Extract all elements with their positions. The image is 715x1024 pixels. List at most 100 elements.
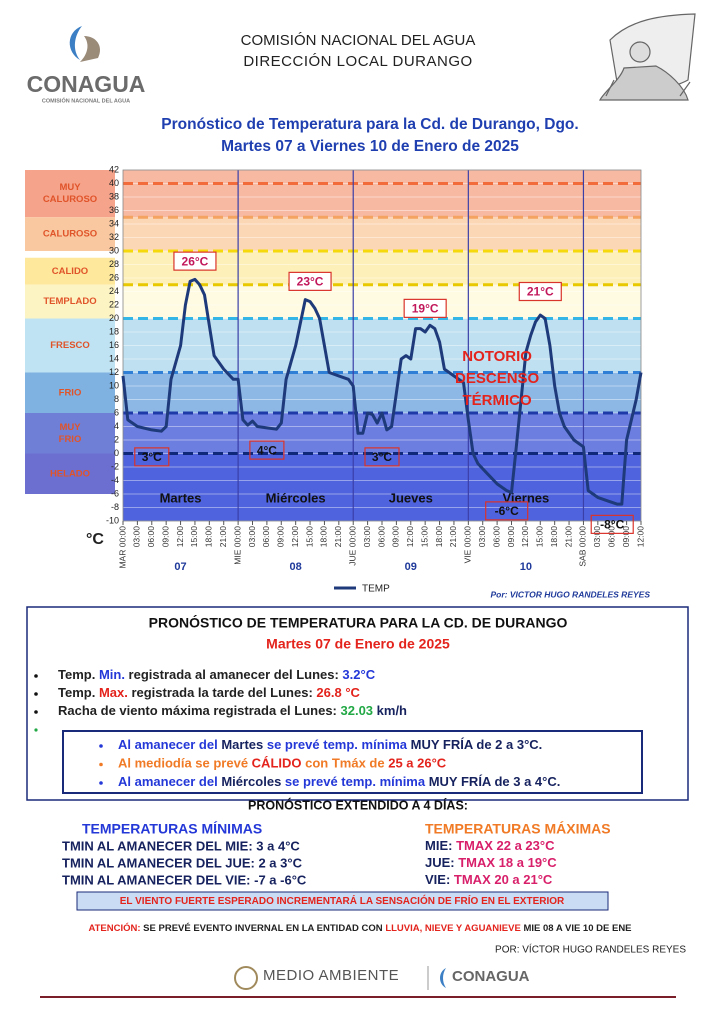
annotation-box xyxy=(518,281,562,302)
legend-label: TEMP xyxy=(362,584,390,595)
x-tick-label: 09:00 xyxy=(506,526,516,548)
day-number: 10 xyxy=(520,561,532,573)
text-segment: Miércoles xyxy=(221,774,281,789)
x-tick-label: 06:00 xyxy=(376,526,386,548)
logo-text: CONAGUA xyxy=(27,71,146,97)
minimum-row: TMIN AL AMANECER DEL VIE: -7 a -6°C xyxy=(62,872,307,887)
y-tick-label: 10 xyxy=(109,380,119,390)
text-segment: Temp. xyxy=(58,667,99,682)
x-tick-label: 09:00 xyxy=(621,526,631,548)
emblem xyxy=(234,966,258,990)
x-tick-label: 15:00 xyxy=(535,526,545,548)
y-tick-label: 28 xyxy=(109,259,119,269)
zone-label: CALUROSO xyxy=(43,229,97,240)
report-title: PRONÓSTICO DE TEMPERATURA PARA LA CD. DE… xyxy=(149,614,568,631)
y-tick-label: -2 xyxy=(111,461,119,471)
text-segment: MUY FRÍA xyxy=(429,774,492,789)
text-segment: Martes xyxy=(221,737,263,752)
text-line: Al amanecer del Miércoles se prevé temp.… xyxy=(118,774,560,789)
y-tick-label: 8 xyxy=(114,394,119,404)
zone-box xyxy=(25,217,115,251)
x-tick-label: 09:00 xyxy=(391,526,401,548)
y-tick-label: 36 xyxy=(109,205,119,215)
text-segment: Racha de viento máxima registrada el Lun… xyxy=(58,703,341,718)
annotation-box xyxy=(403,298,447,318)
x-tick-label: 03:00 xyxy=(477,526,487,548)
day-name: Jueves xyxy=(389,490,433,505)
text-segment: SE PREVÉ EVENTO INVERNAL EN LA ENTIDAD C… xyxy=(141,923,386,934)
annotation-box xyxy=(485,501,529,521)
x-tick-label: 06:00 xyxy=(491,526,501,548)
footer-right: CONAGUA xyxy=(452,968,530,985)
office-name: DIRECCIÓN LOCAL DURANGO xyxy=(243,53,472,70)
x-tick-label: 15:00 xyxy=(419,526,429,548)
y-tick-label: 32 xyxy=(109,232,119,242)
day-number: 08 xyxy=(290,561,302,573)
report-date: Martes 07 de Enero de 2025 xyxy=(266,636,450,652)
text-segment: TMAX 18 a 19°C xyxy=(458,855,557,870)
zone-box xyxy=(25,453,115,494)
x-tick-label: 18:00 xyxy=(549,526,559,548)
zone-label: CALUROSO xyxy=(43,194,97,205)
y-tick-label: 4 xyxy=(114,421,119,431)
y-tick-label: 12 xyxy=(109,367,119,377)
y-tick-label: 34 xyxy=(109,218,119,228)
x-tick-label: 12:00 xyxy=(635,526,645,548)
text-segment: 32.03 xyxy=(341,703,374,718)
zone-label: CALIDO xyxy=(52,266,88,277)
text-segment: km/h xyxy=(373,703,407,718)
zone-box xyxy=(25,284,115,319)
text-segment: VIE: xyxy=(425,872,454,887)
text-line: Al mediodía se prevé CÁLIDO con Tmáx de … xyxy=(118,756,447,771)
text-segment: MUY FRÍA xyxy=(411,737,474,752)
text-segment: LLUVIA, NIEVE Y AGUANIEVE xyxy=(385,923,521,934)
zone-box xyxy=(25,372,115,413)
text-segment: Al amanecer del xyxy=(118,737,221,752)
zone-box xyxy=(25,170,115,218)
text-segment: Max. xyxy=(99,685,128,700)
text-line: Temp. Max. registrada la tarde del Lunes… xyxy=(58,685,361,700)
bullet xyxy=(99,781,103,785)
text-line: Temp. Min. registrada al amanecer del Lu… xyxy=(58,667,376,682)
x-tick-label: 03:00 xyxy=(132,526,142,548)
x-tick-label: 06:00 xyxy=(261,526,271,548)
patria-illustration xyxy=(599,13,696,101)
maximums-title: TEMPERATURAS MÁXIMAS xyxy=(425,821,611,837)
zone-label: MUY xyxy=(59,422,81,433)
text-segment: con Tmáx de xyxy=(302,756,389,771)
x-tick-label: 21:00 xyxy=(563,526,573,548)
x-tick-label: 09:00 xyxy=(160,526,170,548)
y-tick-label: 30 xyxy=(109,245,119,255)
zone-label: MUY xyxy=(59,182,81,193)
x-tick-label: 21:00 xyxy=(448,526,458,548)
bullet xyxy=(99,744,103,748)
y-tick-label: 0 xyxy=(114,448,119,458)
x-tick-label: 15:00 xyxy=(189,526,199,548)
x-tick-label: 18:00 xyxy=(204,526,214,548)
y-tick-label: -4 xyxy=(111,475,119,485)
note-label: DESCENSO xyxy=(455,370,540,387)
text-segment: se prevé temp. mínima xyxy=(281,774,428,789)
y-tick-label: 24 xyxy=(109,286,119,296)
bullet xyxy=(99,762,103,767)
text-segment: ATENCIÓN: xyxy=(88,922,140,934)
text-segment: TMAX 20 a 21°C xyxy=(454,872,553,887)
text-line: MIE: TMAX 22 a 23°C xyxy=(425,838,555,853)
footer-left: MEDIO AMBIENTE xyxy=(263,967,399,984)
x-tick-label: 15:00 xyxy=(304,526,314,548)
text-segment: MIE: xyxy=(425,838,456,853)
annotation-label: 3°C xyxy=(372,450,392,464)
text-segment: MIE 08 A VIE 10 DE ENE xyxy=(521,923,632,934)
text-segment: Al mediodía se prevé xyxy=(118,756,252,771)
text-segment: registrada al amanecer del Lunes: xyxy=(125,667,342,682)
x-tick-label: MIE 00:00 xyxy=(232,526,242,565)
x-tick-label: MAR 00:00 xyxy=(117,526,127,569)
annotation-label: 21°C xyxy=(527,285,554,299)
x-tick-label: 12:00 xyxy=(405,526,415,548)
note-label: TÉRMICO xyxy=(463,392,532,409)
annotation-label: 26°C xyxy=(182,254,209,268)
temperature-band xyxy=(123,217,641,251)
text-line: ATENCIÓN: SE PREVÉ EVENTO INVERNAL EN LA… xyxy=(88,922,631,934)
text-segment: 25 a 26°C xyxy=(388,756,447,771)
minimum-row: TMIN AL AMANECER DEL MIE: 3 a 4°C xyxy=(62,838,300,853)
